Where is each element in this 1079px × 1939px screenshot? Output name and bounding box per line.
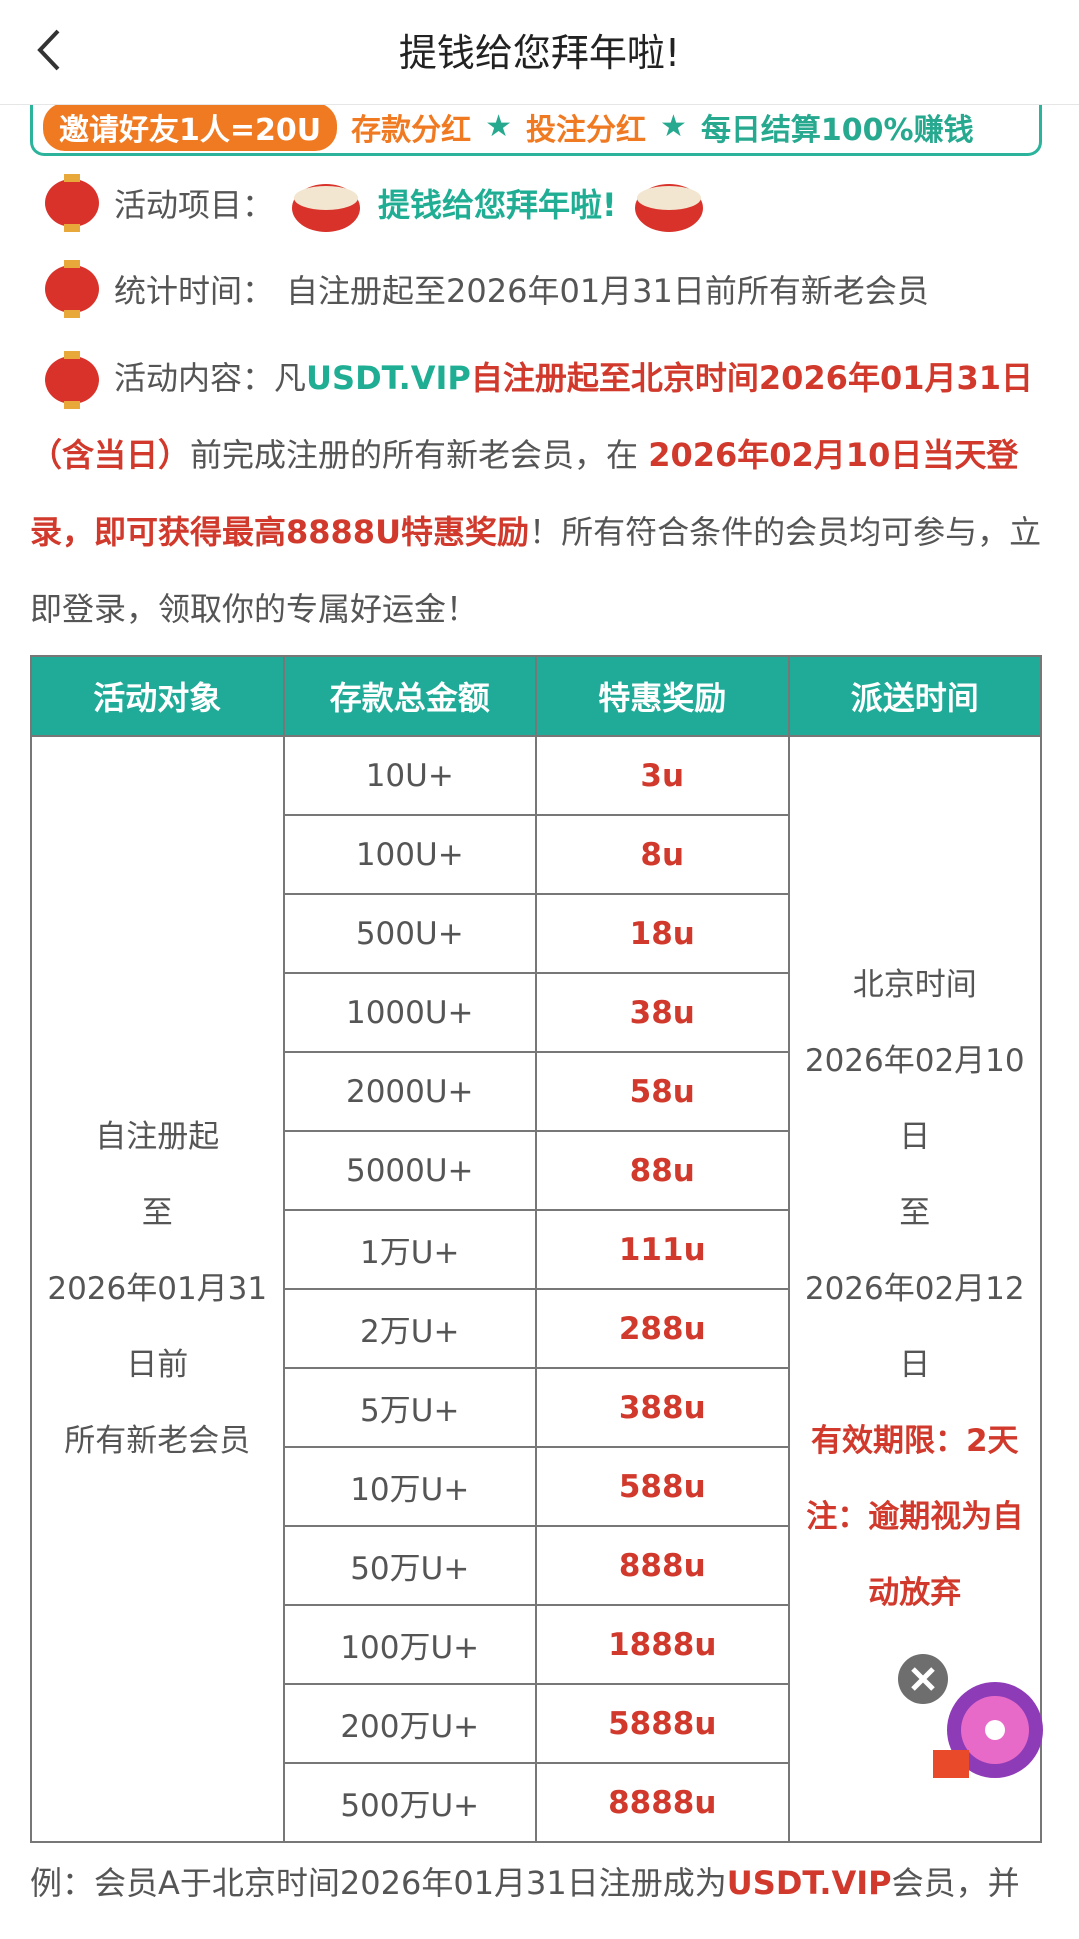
close-button[interactable] (896, 1652, 950, 1706)
column-header: 存款总金额 (282, 655, 537, 737)
reward-cell: 288u (535, 1288, 790, 1369)
item-label: 统计时间： (114, 272, 275, 310)
table-row: 2万U+ 288u (31, 1288, 1041, 1369)
table-row: 100万U+ 1888u (31, 1604, 1041, 1685)
reward-cell: 5888u (535, 1683, 790, 1764)
time-line: 有效期限：2天 (810, 1423, 1019, 1459)
time-line: 至 (899, 1195, 931, 1231)
deposit-cell: 100万U+ (282, 1604, 537, 1685)
table-row: 1万U+ 111u (31, 1209, 1041, 1290)
deposit-cell: 2000U+ (282, 1051, 537, 1132)
reward-cell: 888u (535, 1525, 790, 1606)
time-line: 北京时间 (852, 967, 977, 1003)
table-row: 1000U+ 38u (31, 972, 1041, 1053)
table-row: 500万U+ 8888u (31, 1762, 1041, 1843)
lantern (45, 351, 99, 409)
deposit-cell: 5000U+ (282, 1130, 537, 1211)
drum (292, 184, 361, 232)
item-value: 提钱给您拜年啦! (378, 186, 617, 224)
item: 统计时间： 自注册起至2026年01月31日前所有新老会员 (42, 254, 929, 324)
footer-text: 例：会员A于北京时间2026年01月31日注册成为 (30, 1864, 727, 1902)
footer: 例：会员A于北京时间2026年01月31日注册成为USDT.VIP会员，并 (30, 1858, 1020, 1904)
content-label: 活动内容： (114, 359, 275, 397)
reward-cell: 1888u (535, 1604, 790, 1685)
footer-text: USDT.VIP (726, 1864, 892, 1902)
content-text: 前完成注册的所有新老会员，在 (190, 436, 649, 474)
time-line: 2026年02月12日 (804, 1271, 1025, 1383)
reward-cell: 588u (535, 1446, 790, 1527)
deposit-cell: 5万U+ (282, 1367, 537, 1448)
banner-star: ★ (485, 109, 513, 144)
drum (634, 184, 703, 232)
banner-pill: 邀请好友1人=20U (43, 102, 338, 151)
content-text: 2026年02月10日当天登录，即可获得最高8888U特惠奖励 (30, 436, 1019, 551)
header-title: 提钱给您拜年啦! (398, 31, 681, 75)
table-row: 200万U+ 5888u (31, 1683, 1041, 1764)
table-row: 2000U+ 58u (31, 1051, 1041, 1132)
content-text: ！所有符合条件的会员均可参与，立即登录，领取你的专属好运金！ (30, 513, 1042, 628)
table-row: 100U+ 8u (31, 814, 1041, 895)
table-row: 10万U+ 588u (31, 1446, 1041, 1527)
deposit-cell: 100U+ (282, 814, 537, 895)
deposit-cell: 10U+ (282, 735, 537, 816)
floating-widget[interactable] (925, 1650, 1075, 1780)
target-line: 2026年01月31日前 (47, 1271, 268, 1383)
target-line: 至 (141, 1195, 173, 1231)
time-line: 注：逾期视为自动放弃 (806, 1499, 1024, 1611)
reward-cell: 8u (535, 814, 790, 895)
deposit-cell: 1万U+ (282, 1209, 537, 1290)
column-header: 活动对象 (30, 655, 285, 737)
deposit-cell: 500万U+ (282, 1762, 537, 1843)
target-line: 所有新老会员 (64, 1423, 251, 1459)
deposit-cell: 2万U+ (282, 1288, 537, 1369)
deposit-cell: 10万U+ (282, 1446, 537, 1527)
target-cell: 自注册起至 2026年01月31日前所有新老会员 (30, 735, 285, 1843)
content-text: 凡 (274, 359, 307, 397)
reward-cell: 111u (535, 1209, 790, 1290)
content-text: 自注册起至北京时间2026年01月31日（含当日） (30, 359, 1034, 474)
banner-text: 存款分红 (351, 112, 472, 148)
item-label: 活动项目： (114, 186, 275, 224)
reward-cell: 38u (535, 972, 790, 1053)
deposit-cell: 50万U+ (282, 1525, 537, 1606)
header-row: 活动对象 存款总金额 特惠奖励 派送时间 (30, 655, 1042, 737)
content: 活动内容：凡USDT.VIP自注册起至北京时间2026年01月31日（含当日）前… (30, 340, 1042, 648)
header: 提钱给您拜年啦! (0, 0, 1079, 105)
deposit-cell: 1000U+ (282, 972, 537, 1053)
column-header: 派送时间 (787, 655, 1042, 737)
reward-cell: 8888u (535, 1762, 790, 1843)
lantern (45, 260, 99, 318)
banner-text: 投注分红 (526, 112, 647, 148)
table-row: 5万U+ 388u (31, 1367, 1041, 1448)
reward-cell: 58u (535, 1051, 790, 1132)
item-value: 自注册起至2026年01月31日前所有新老会员 (286, 272, 929, 310)
table-row: 5000U+ 88u (31, 1130, 1041, 1211)
reward-cell: 88u (535, 1130, 790, 1211)
reward-cell: 18u (535, 893, 790, 974)
content-text: USDT.VIP (306, 359, 471, 397)
item: 活动项目： 提钱给您拜年啦! (42, 168, 709, 238)
table-row: 500U+ 18u (31, 893, 1041, 974)
footer-text: 会员，并 (891, 1864, 1020, 1902)
time-line: 2026年02月10日 (804, 1043, 1025, 1155)
banner-text: 每日结算100%赚钱 (700, 112, 974, 148)
target-line: 自注册起 (95, 1119, 220, 1155)
banner-star: ★ (660, 109, 687, 144)
reward-table: 活动对象 存款总金额 特惠奖励 派送时间自注册起至 2026年01月31日前所有新老会员… (30, 655, 1042, 1843)
lantern (45, 174, 99, 232)
table-row: 50万U+ 888u (31, 1525, 1041, 1606)
column-header: 特惠奖励 (535, 655, 790, 737)
banner: 邀请好友1人=20U 存款分红 ★ 投注分红 ★ 每日结算100%赚钱 (30, 100, 1042, 156)
back-button[interactable] (30, 25, 70, 75)
reward-cell: 3u (535, 735, 790, 816)
table-row: 自注册起至 2026年01月31日前所有新老会员 10U+ 3u 北京时间 2026年02… (30, 735, 1042, 1843)
deposit-cell: 200万U+ (282, 1683, 537, 1764)
reward-cell: 388u (535, 1367, 790, 1448)
deposit-cell: 500U+ (282, 893, 537, 974)
